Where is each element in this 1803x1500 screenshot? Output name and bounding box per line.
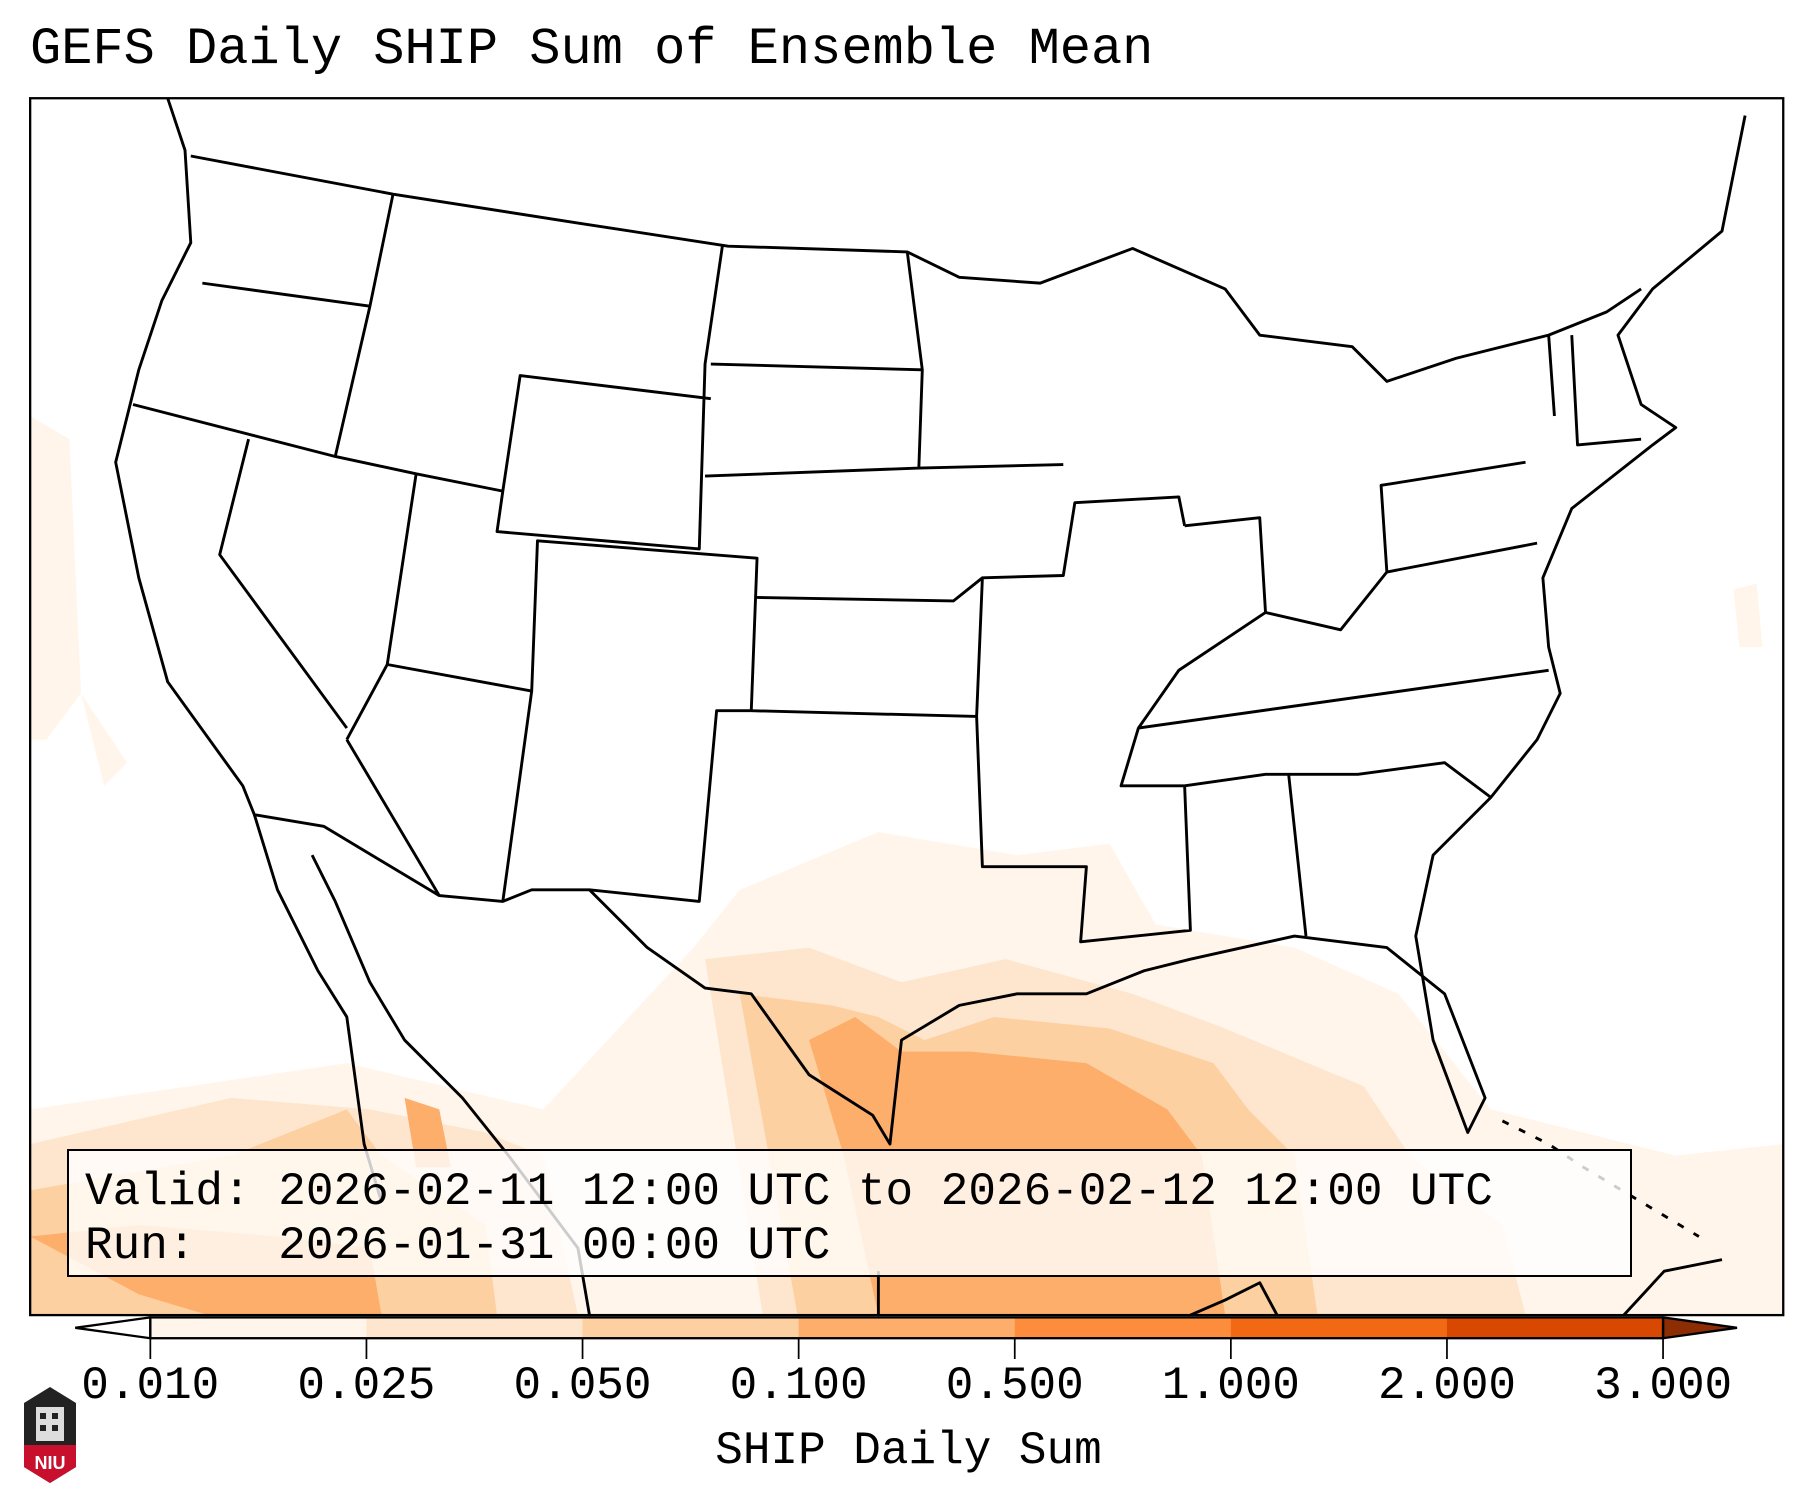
colorbar-under-extend (75, 1316, 152, 1340)
colorbar-tick-label: 0.050 (513, 1360, 652, 1412)
us-outline (114, 98, 1747, 1146)
colorbar-segment (366, 1317, 584, 1339)
valid-run-legend: Valid: 2026-02-11 12:00 UTC to 2026-02-1… (67, 1149, 1632, 1277)
svg-text:NIU: NIU (35, 1453, 66, 1473)
colorbar-segment (1446, 1317, 1664, 1339)
colorbar-segment (582, 1317, 800, 1339)
colorbar-segment (150, 1317, 368, 1339)
colorbar-tick-label: 0.025 (297, 1360, 436, 1412)
run-label: Run: (85, 1220, 196, 1272)
colorbar-tick-label: 2.000 (1378, 1360, 1517, 1412)
chart-title: GEFS Daily SHIP Sum of Ensemble Mean (30, 20, 1154, 79)
run-value: 2026-01-31 00:00 UTC (278, 1220, 831, 1272)
colorbar-tick-label: 0.100 (729, 1360, 868, 1412)
colorbar-tick-label: 3.000 (1594, 1360, 1733, 1412)
yucatan-outline (876, 1258, 1723, 1316)
colorbar-segment (1014, 1317, 1232, 1339)
state-lines (132, 193, 1642, 944)
niu-logo: NIU (24, 1387, 76, 1483)
colorbar-segment (798, 1317, 1016, 1339)
colorbar-tick-label: 0.010 (81, 1360, 220, 1412)
colorbar-over-extend (1661, 1316, 1738, 1340)
colorbar-tick-label: 0.500 (945, 1360, 1084, 1412)
canada-border (190, 154, 1642, 383)
colorbar-label: SHIP Daily Sum (715, 1425, 1102, 1477)
colorbar-segment (1230, 1317, 1448, 1339)
map-frame (29, 97, 1785, 1317)
colorbar (75, 1316, 1738, 1360)
colorbar-tick-label: 1.000 (1161, 1360, 1300, 1412)
valid-value: 2026-02-11 12:00 UTC to 2026-02-12 12:00… (278, 1166, 1493, 1218)
colorbar-frame (149, 1316, 1665, 1340)
valid-label: Valid: (85, 1166, 251, 1218)
